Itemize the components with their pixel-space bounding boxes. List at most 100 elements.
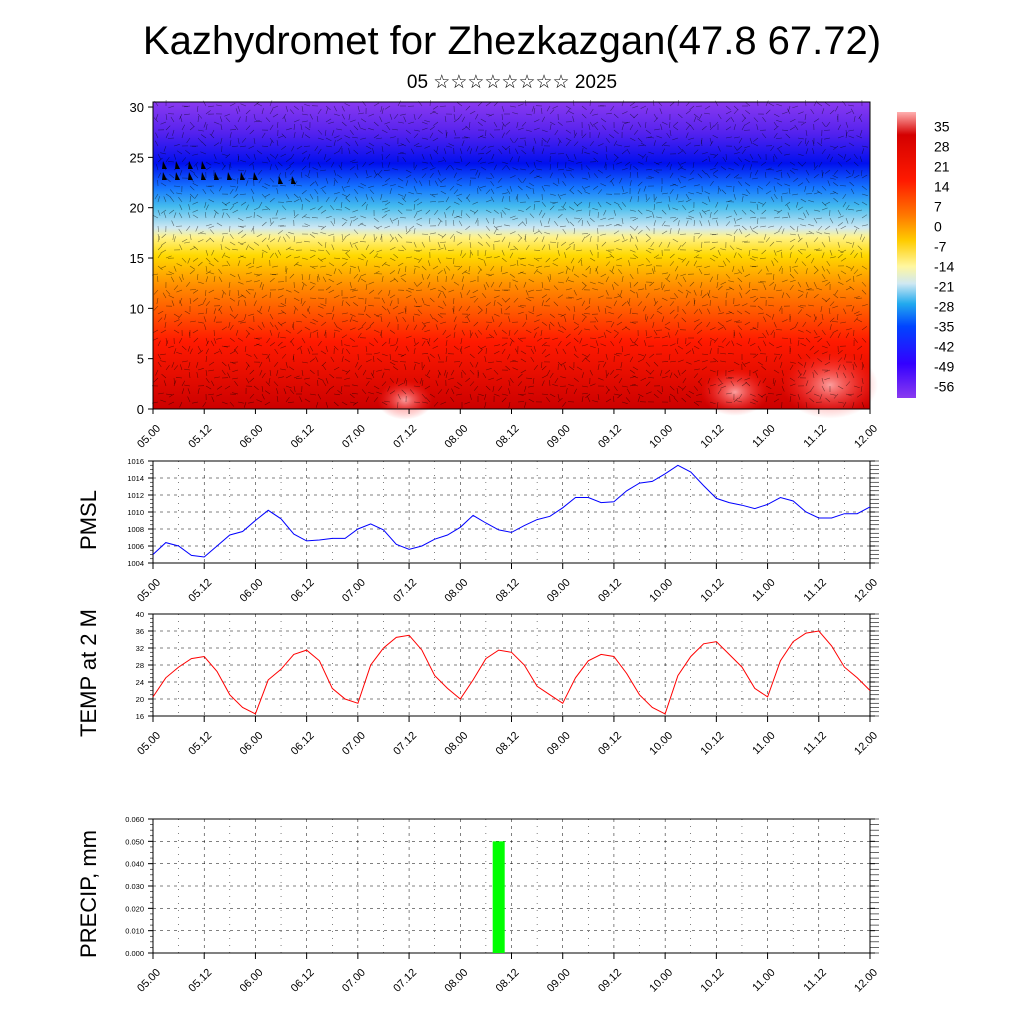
wind-barb <box>280 321 287 326</box>
wind-barb <box>197 113 203 119</box>
wind-barb <box>721 189 727 195</box>
wind-barb <box>376 369 383 372</box>
wind-barb <box>477 329 483 335</box>
wind-barb <box>245 180 249 187</box>
wind-barb <box>461 321 469 323</box>
wind-barb <box>485 256 492 259</box>
wind-barb <box>685 350 692 355</box>
wind-barb <box>340 161 343 168</box>
wind-barb <box>245 289 251 295</box>
wind-barb <box>773 121 778 128</box>
wind-barb <box>461 276 464 283</box>
wind-barb <box>595 340 599 347</box>
wind-barb <box>285 254 292 259</box>
wind-barb <box>572 99 575 107</box>
wind-flag-marker <box>201 161 206 169</box>
wind-barb <box>250 188 255 195</box>
wind-barb <box>688 192 695 195</box>
wind-barb <box>760 225 767 228</box>
wind-barb <box>611 265 615 272</box>
wind-barb <box>816 217 823 220</box>
wind-barb <box>184 105 191 108</box>
wind-barb <box>256 150 263 155</box>
wind-barb <box>776 103 783 107</box>
wind-barb <box>837 385 844 390</box>
wind-barb <box>696 265 703 268</box>
wind-barb <box>389 113 393 120</box>
wind-barb <box>413 241 417 248</box>
wind-barb <box>597 132 601 139</box>
wind-barb <box>853 296 860 299</box>
wind-barb <box>345 193 351 199</box>
wind-barb <box>713 153 719 159</box>
wind-barb <box>581 385 588 388</box>
wind-barb <box>669 228 672 235</box>
wind-barb <box>557 193 562 200</box>
wind-barb <box>629 171 631 179</box>
wind-barb <box>340 201 343 208</box>
wind-barb <box>709 137 712 144</box>
wind-barb <box>557 294 564 299</box>
wind-barb <box>656 135 663 139</box>
wind-barb <box>773 177 780 181</box>
wind-barb <box>309 321 316 325</box>
wind-barb <box>821 265 825 272</box>
wind-barb <box>717 187 719 195</box>
wind-barb <box>457 382 463 387</box>
wind-barb <box>424 120 431 123</box>
wind-barb <box>180 116 183 123</box>
wind-barb <box>850 108 855 115</box>
wind-barb <box>325 118 332 123</box>
wind-barb <box>749 342 756 347</box>
wind-barb <box>557 168 564 171</box>
wind-barb <box>760 393 767 398</box>
wind-barb <box>809 345 815 351</box>
wind-barb <box>602 125 607 131</box>
wind-barb <box>632 384 639 387</box>
wind-barb <box>349 281 352 288</box>
wind-barb <box>749 201 757 203</box>
wind-barb <box>789 364 794 371</box>
wind-barb <box>399 217 407 219</box>
wind-barb <box>328 262 335 267</box>
wind-barb <box>344 377 351 380</box>
wind-barb <box>520 358 527 363</box>
wind-barb <box>203 297 207 304</box>
wind-barb <box>852 169 855 176</box>
wind-barb <box>725 126 732 131</box>
wind-barb <box>156 164 159 171</box>
wind-barb <box>427 260 431 267</box>
wind-barb <box>413 212 418 219</box>
wind-barb <box>685 125 690 131</box>
wind-barb <box>528 289 535 292</box>
wind-barb <box>821 252 825 259</box>
wind-barb <box>681 397 687 403</box>
wind-barb <box>325 401 329 408</box>
wind-barb <box>669 172 674 179</box>
wind-barb <box>475 169 479 176</box>
wind-barb <box>233 193 239 199</box>
wind-barb <box>517 177 522 183</box>
wind-barb <box>861 377 864 384</box>
wind-barb <box>387 308 391 315</box>
wind-barb <box>501 124 504 131</box>
wind-flag-marker <box>162 161 167 169</box>
wind-barb <box>733 217 737 224</box>
wind-barb <box>295 377 303 379</box>
wind-barb <box>477 187 479 195</box>
wind-barb <box>248 265 255 269</box>
wind-barb <box>157 153 162 160</box>
wind-barb <box>749 137 753 144</box>
wind-barb <box>605 353 608 360</box>
wind-barb <box>301 284 305 291</box>
wind-barb <box>771 260 775 267</box>
wind-barb <box>829 324 832 331</box>
wind-barb <box>189 233 192 240</box>
wind-barb <box>197 137 203 143</box>
wind-barb <box>426 369 431 376</box>
wind-barb <box>229 297 236 302</box>
wind-barb <box>709 212 712 219</box>
wind-barb <box>725 153 727 161</box>
wind-barb <box>767 393 775 395</box>
wind-barb <box>688 215 695 219</box>
